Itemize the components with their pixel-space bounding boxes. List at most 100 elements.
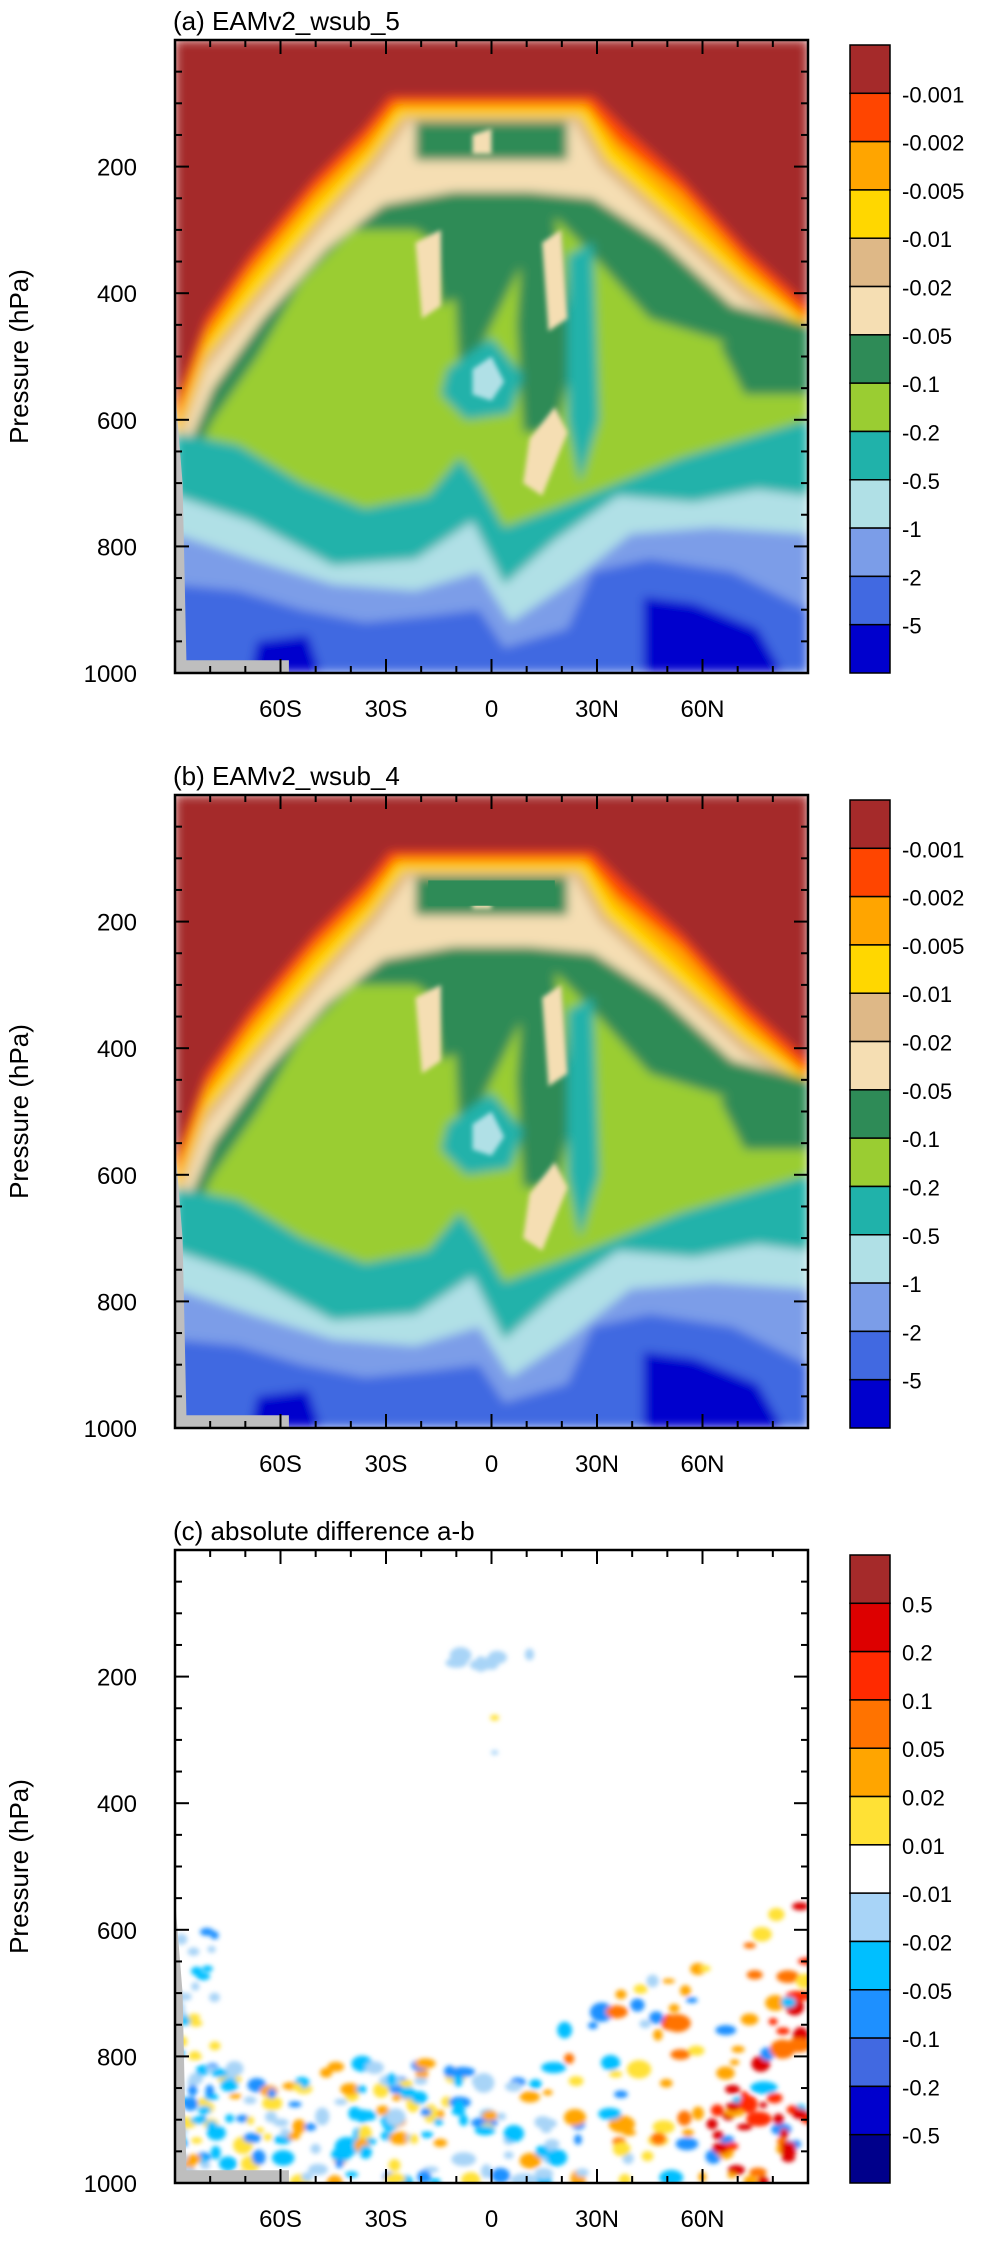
x-tick-label: 60N [680, 1451, 724, 1478]
y-tick-label: 200 [97, 155, 137, 182]
x-tick-label: 30S [365, 1451, 408, 1478]
difference-blob [622, 2152, 634, 2165]
difference-blob [670, 2049, 691, 2060]
difference-blob [639, 2019, 652, 2029]
difference-blob [453, 2100, 465, 2113]
difference-blob [743, 1942, 756, 1949]
difference-blob [399, 2079, 414, 2088]
difference-blob [340, 2083, 360, 2096]
difference-blob [386, 2073, 397, 2087]
contour-region [523, 1162, 568, 1251]
difference-blob [505, 2081, 522, 2092]
difference-blob [608, 2115, 636, 2133]
difference-blob [190, 2137, 203, 2144]
difference-blob [195, 2064, 210, 2076]
panel-title: (b) EAMv2_wsub_4 [173, 761, 400, 791]
x-tick-label: 60S [259, 2206, 302, 2233]
difference-blob [692, 2106, 704, 2121]
difference-blob [659, 2078, 673, 2088]
difference-blob [450, 2066, 476, 2077]
colorbar-label: -0.002 [902, 131, 964, 156]
difference-blob [749, 2167, 767, 2177]
difference-blob [480, 2164, 492, 2179]
difference-blob [724, 2108, 745, 2117]
difference-blob [235, 2114, 250, 2123]
difference-blob [622, 2129, 636, 2136]
colorbar-swatch [849, 1234, 891, 1284]
difference-blob [589, 2002, 614, 2022]
difference-blob [792, 1902, 808, 1911]
contour-region [523, 407, 568, 496]
difference-blob [605, 2005, 628, 2019]
panel-title: (a) EAMv2_wsub_5 [173, 6, 400, 36]
difference-blob [202, 1965, 213, 1972]
difference-blob [280, 2128, 290, 2137]
difference-blob [614, 2090, 628, 2099]
y-tick-label: 400 [97, 1036, 137, 1063]
colorbar-swatch [849, 847, 891, 898]
difference-blob [187, 1947, 200, 1956]
difference-blob [287, 2132, 301, 2140]
difference-blob [779, 2128, 789, 2139]
difference-blob [720, 2135, 735, 2145]
panel-a: (a) EAMv2_wsub_5 200 400 600 800 1000 Pressure… [4, 6, 964, 723]
difference-blob [399, 2086, 416, 2099]
y-axis-label: Pressure (hPa) [4, 269, 34, 444]
colorbar-swatch [849, 895, 891, 946]
difference-blob [679, 1985, 691, 1997]
contour-region [428, 880, 555, 906]
colorbar-swatch [849, 1040, 891, 1091]
difference-blob [189, 2019, 203, 2027]
colorbar: -0.001 -0.002 -0.005 -0.01 -0.02 -0.05 -0.1 -0.… [849, 799, 964, 1429]
difference-blob [206, 2125, 226, 2141]
colorbar-label: -5 [902, 614, 922, 639]
difference-blob [359, 2145, 372, 2159]
difference-blob [473, 2072, 495, 2093]
difference-blob [191, 1982, 200, 1991]
x-tick-label: 0 [485, 696, 498, 723]
difference-blob [188, 2053, 202, 2061]
colorbar-label: -0.2 [902, 2075, 940, 2100]
difference-blob [725, 2101, 741, 2112]
difference-blob [626, 2060, 652, 2079]
difference-blob [198, 2105, 212, 2115]
difference-blob [188, 2072, 204, 2085]
difference-blob [575, 2168, 589, 2177]
difference-blob [699, 1965, 711, 1972]
difference-blob [649, 2011, 664, 2024]
colorbar-swatch [849, 334, 891, 384]
difference-blob [319, 2067, 333, 2078]
difference-blob [773, 2113, 784, 2126]
difference-blob [490, 1714, 500, 1721]
difference-blob [746, 1970, 763, 1980]
difference-blob [210, 1931, 219, 1940]
difference-blob [776, 2027, 790, 2035]
colorbar-swatch [849, 992, 891, 1043]
colorbar-label: -0.01 [902, 1882, 952, 1907]
difference-blob [496, 2112, 507, 2121]
y-tick-label: 200 [97, 1665, 137, 1692]
contour-region [472, 128, 492, 154]
difference-blob [356, 2085, 367, 2094]
colorbar-label: -2 [902, 565, 922, 590]
colorbar-swatch [849, 1892, 891, 1943]
difference-blob [491, 2167, 510, 2183]
difference-blob [688, 2045, 705, 2056]
difference-blob [503, 2125, 525, 2143]
difference-blob [376, 2105, 390, 2116]
difference-blob [795, 1973, 808, 1989]
contour-region [542, 229, 568, 332]
difference-blob [750, 2081, 778, 2094]
contour-region [719, 1086, 808, 1150]
colorbar-label: -0.2 [902, 1175, 940, 1200]
difference-blob [662, 1978, 675, 1984]
difference-blob [200, 2161, 211, 2170]
difference-blob [420, 2108, 432, 2117]
colorbar-swatch [849, 479, 891, 529]
colorbar-swatch [849, 1282, 891, 1333]
difference-blob [433, 2138, 448, 2148]
colorbar-label: -0.02 [902, 1031, 952, 1056]
colorbar-label: -0.05 [902, 1979, 952, 2004]
colorbar-swatch [849, 1378, 891, 1429]
difference-blob [725, 2142, 739, 2151]
